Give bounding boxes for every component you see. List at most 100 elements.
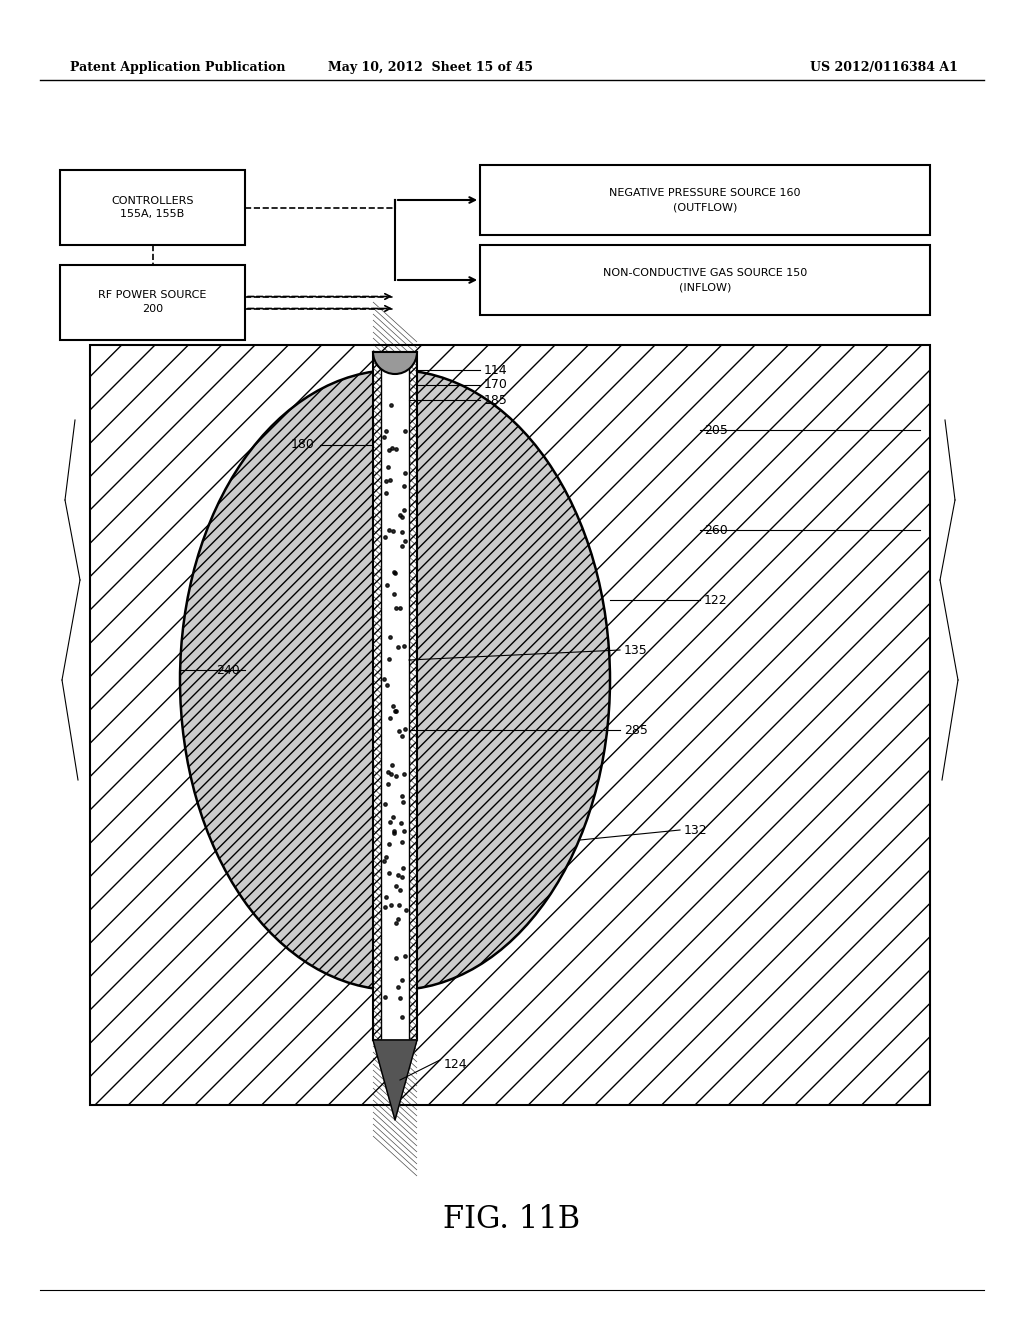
Point bbox=[378, 420, 394, 441]
Point bbox=[376, 668, 392, 689]
Point bbox=[395, 857, 412, 878]
Point bbox=[394, 832, 411, 853]
Point bbox=[391, 894, 408, 915]
Bar bbox=[381, 352, 409, 1040]
Wedge shape bbox=[373, 352, 417, 374]
Point bbox=[379, 576, 395, 597]
Point bbox=[377, 527, 393, 548]
Point bbox=[388, 766, 404, 787]
Point bbox=[396, 635, 413, 656]
Point bbox=[386, 820, 402, 841]
Ellipse shape bbox=[180, 370, 610, 990]
Point bbox=[388, 946, 404, 968]
Point bbox=[386, 583, 402, 605]
Point bbox=[393, 812, 410, 833]
Point bbox=[396, 475, 413, 496]
Point bbox=[394, 507, 411, 528]
Point bbox=[397, 531, 414, 552]
Point bbox=[396, 499, 413, 520]
Point bbox=[391, 987, 408, 1008]
Point bbox=[397, 719, 414, 741]
Text: 124: 124 bbox=[444, 1059, 468, 1072]
Point bbox=[393, 867, 410, 888]
Text: 122: 122 bbox=[705, 594, 728, 606]
Point bbox=[390, 719, 407, 741]
Point bbox=[385, 694, 401, 715]
Point bbox=[387, 598, 403, 619]
Point bbox=[387, 562, 403, 583]
Point bbox=[388, 438, 404, 459]
Point bbox=[382, 708, 398, 729]
Point bbox=[388, 912, 404, 933]
Text: 180: 180 bbox=[291, 438, 315, 451]
Point bbox=[394, 969, 411, 990]
Point bbox=[377, 896, 393, 917]
Point bbox=[380, 762, 396, 783]
Point bbox=[384, 520, 400, 541]
Text: 240: 240 bbox=[216, 664, 240, 676]
Point bbox=[391, 879, 408, 900]
Point bbox=[394, 726, 411, 747]
Text: 185: 185 bbox=[484, 393, 508, 407]
Polygon shape bbox=[373, 1040, 417, 1119]
Point bbox=[379, 675, 395, 696]
Point bbox=[376, 851, 392, 873]
Point bbox=[382, 763, 398, 784]
Point bbox=[387, 701, 403, 722]
Point bbox=[397, 462, 414, 483]
Bar bbox=[90, 345, 930, 1105]
Point bbox=[386, 701, 402, 722]
Text: May 10, 2012  Sheet 15 of 45: May 10, 2012 Sheet 15 of 45 bbox=[328, 62, 532, 74]
Point bbox=[395, 764, 412, 785]
Point bbox=[384, 755, 400, 776]
Point bbox=[381, 812, 397, 833]
Text: 170: 170 bbox=[484, 379, 508, 392]
Text: 132: 132 bbox=[684, 824, 708, 837]
Text: 205: 205 bbox=[705, 424, 728, 437]
Point bbox=[385, 562, 401, 583]
Point bbox=[378, 886, 394, 907]
Point bbox=[394, 535, 411, 556]
Point bbox=[397, 945, 414, 966]
Point bbox=[380, 457, 396, 478]
Bar bbox=[60, 170, 245, 246]
Point bbox=[391, 504, 408, 525]
Point bbox=[380, 519, 396, 540]
Point bbox=[394, 1006, 411, 1027]
Point bbox=[390, 636, 407, 657]
Point bbox=[396, 421, 413, 442]
Point bbox=[382, 470, 398, 491]
Point bbox=[392, 598, 409, 619]
Text: 285: 285 bbox=[624, 723, 648, 737]
Point bbox=[384, 437, 400, 458]
Point bbox=[377, 986, 393, 1007]
Point bbox=[388, 875, 404, 896]
Text: RF POWER SOURCE
200: RF POWER SOURCE 200 bbox=[98, 290, 207, 314]
Point bbox=[381, 863, 397, 884]
Bar bbox=[480, 165, 930, 235]
Point bbox=[377, 793, 393, 814]
Point bbox=[393, 521, 410, 543]
Point bbox=[378, 846, 394, 867]
Text: NEGATIVE PRESSURE SOURCE 160
(OUTFLOW): NEGATIVE PRESSURE SOURCE 160 (OUTFLOW) bbox=[609, 187, 801, 213]
Bar bbox=[90, 345, 930, 1105]
Point bbox=[386, 822, 402, 843]
Text: US 2012/0116384 A1: US 2012/0116384 A1 bbox=[810, 62, 957, 74]
Point bbox=[381, 440, 397, 461]
Point bbox=[378, 470, 394, 491]
Text: FIG. 11B: FIG. 11B bbox=[443, 1204, 581, 1236]
Point bbox=[378, 483, 394, 504]
Point bbox=[394, 791, 411, 812]
Point bbox=[396, 820, 413, 841]
Bar bbox=[480, 246, 930, 315]
Text: CONTROLLERS
155A, 155B: CONTROLLERS 155A, 155B bbox=[112, 195, 194, 219]
Point bbox=[390, 865, 407, 886]
Text: 114: 114 bbox=[484, 363, 508, 376]
Point bbox=[393, 785, 410, 807]
Point bbox=[385, 807, 401, 828]
Point bbox=[397, 899, 414, 920]
Point bbox=[381, 833, 397, 854]
Text: 135: 135 bbox=[624, 644, 648, 656]
Text: 260: 260 bbox=[705, 524, 728, 536]
Point bbox=[383, 395, 399, 416]
